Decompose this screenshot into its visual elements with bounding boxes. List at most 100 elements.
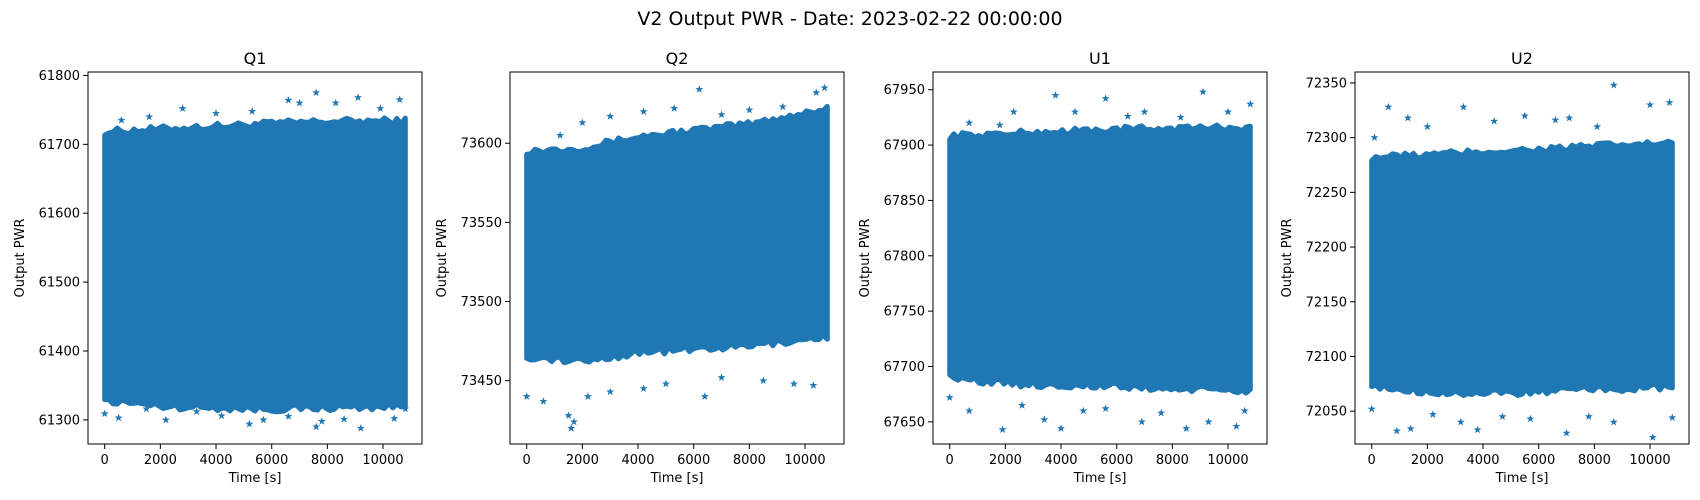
x-tick-label: 4000 <box>621 453 654 468</box>
data-point <box>1199 87 1207 96</box>
x-tick-label: 10000 <box>784 453 825 468</box>
data-point <box>1498 412 1507 420</box>
data-point <box>284 96 293 104</box>
data-point <box>1224 107 1232 116</box>
data-point <box>317 417 326 425</box>
x-tick-label: 8000 <box>733 453 766 468</box>
x-tick-label: 6000 <box>255 453 288 468</box>
x-tick-label: 4000 <box>199 453 232 468</box>
axes-frame <box>509 71 845 445</box>
data-point <box>1140 107 1149 116</box>
subplot-title: Q2 <box>666 49 689 68</box>
data-point <box>1232 422 1241 430</box>
data-point <box>670 104 679 112</box>
data-point <box>145 112 154 121</box>
y-tick-label: 67850 <box>884 194 925 209</box>
data-point <box>789 379 798 388</box>
data-point <box>1668 413 1677 422</box>
x-tick-label: 4000 <box>1466 453 1499 468</box>
data-point <box>717 110 726 119</box>
data-point <box>117 116 126 124</box>
data-point <box>340 415 349 423</box>
data-point <box>945 393 954 401</box>
data-point <box>354 93 362 101</box>
data-point <box>1101 404 1110 412</box>
data-point <box>1240 406 1249 415</box>
data-point <box>1009 107 1018 116</box>
x-tick-label: 10000 <box>1629 453 1670 468</box>
subplot-u2: 0 2000 4000 6000 8000 10000 72050 72100 72150 722… <box>1280 49 1690 486</box>
data-point <box>1018 401 1027 409</box>
data-band <box>102 115 408 415</box>
data-point <box>356 424 365 432</box>
data-point <box>1456 417 1465 426</box>
data-point <box>1423 122 1432 131</box>
data-point <box>1246 99 1255 108</box>
x-tick-label: 6000 <box>677 453 710 468</box>
data-point <box>1551 115 1560 124</box>
data-point <box>1079 406 1088 415</box>
data-point <box>778 102 787 111</box>
y-tick-label: 72100 <box>1306 350 1347 365</box>
y-tick-label: 73600 <box>461 137 502 152</box>
x-tick-label: 0 <box>946 453 954 468</box>
y-tick-label: 72200 <box>1306 241 1347 256</box>
data-point <box>390 414 399 422</box>
data-point <box>1101 94 1110 102</box>
data-point <box>217 411 226 420</box>
data-point <box>700 392 709 400</box>
data-point <box>1520 111 1529 120</box>
data-point <box>1459 102 1468 111</box>
data-point <box>376 104 385 112</box>
figure-title: V2 Output PWR - Date: 2023-02-22 00:00:0… <box>637 8 1062 30</box>
data-point <box>809 381 818 389</box>
y-tick-label: 61800 <box>39 69 80 84</box>
x-tick-label: 10000 <box>1207 453 1248 468</box>
data-point <box>161 415 170 424</box>
data-point <box>1403 113 1412 122</box>
data-point <box>1490 117 1499 125</box>
subplot-title: U2 <box>1511 49 1533 68</box>
data-point <box>100 409 109 418</box>
data-point <box>212 109 220 117</box>
data-point <box>639 107 648 115</box>
data-band <box>524 103 830 366</box>
x-tick-label: 2000 <box>144 453 177 468</box>
data-point <box>965 406 974 415</box>
data-point <box>717 373 726 381</box>
data-point <box>1392 426 1401 435</box>
y-tick-label: 67650 <box>884 415 925 430</box>
x-tick-label: 4000 <box>1044 453 1077 468</box>
y-tick-label: 72250 <box>1306 186 1347 201</box>
axes-frame <box>932 71 1268 445</box>
data-point <box>745 105 754 114</box>
y-tick-label: 72050 <box>1306 405 1347 420</box>
data-point <box>312 88 321 97</box>
y-tick-label: 61400 <box>39 345 80 360</box>
x-axis-label: Time [s] <box>1073 471 1127 486</box>
data-point <box>1182 424 1191 432</box>
x-tick-label: 8000 <box>1578 453 1611 468</box>
data-point <box>312 422 321 431</box>
data-point <box>1609 80 1618 89</box>
y-tick-label: 67950 <box>884 83 925 98</box>
subplot-q1: 0 2000 4000 6000 8000 10000 61300 61400 61500 616… <box>13 49 423 486</box>
data-point <box>1384 102 1393 111</box>
y-tick-label: 73450 <box>461 374 502 389</box>
y-axis-label: Output PWR <box>13 218 28 297</box>
data-band <box>1369 138 1675 398</box>
y-tick-label: 72350 <box>1306 76 1347 91</box>
y-tick-label: 61600 <box>39 207 80 222</box>
data-point <box>284 412 293 420</box>
x-axis-label: Time [s] <box>650 471 704 486</box>
data-point <box>248 107 257 115</box>
y-axis-label: Output PWR <box>435 218 450 297</box>
data-point <box>178 104 187 112</box>
data-point <box>1204 417 1213 426</box>
data-point <box>998 425 1007 433</box>
x-tick-label: 2000 <box>989 453 1022 468</box>
data-point <box>812 88 821 96</box>
x-tick-label: 6000 <box>1100 453 1133 468</box>
data-point <box>1040 415 1049 423</box>
